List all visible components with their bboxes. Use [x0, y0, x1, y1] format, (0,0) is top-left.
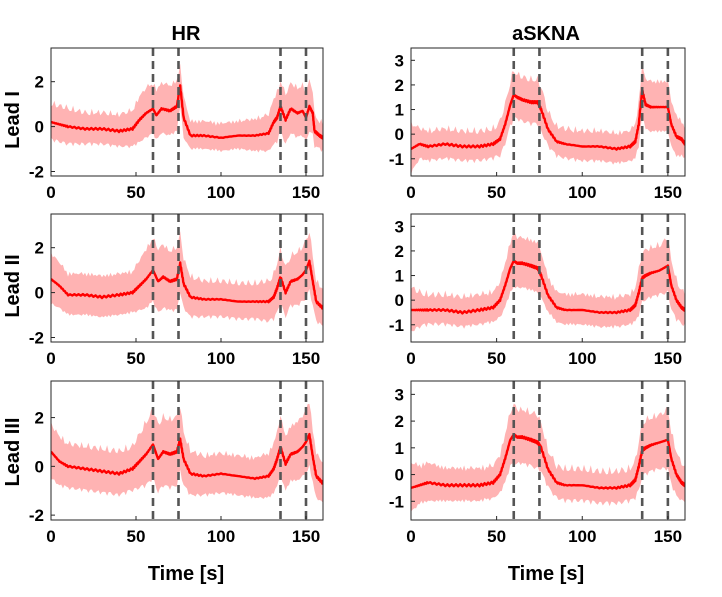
- y-tick-label: 3: [395, 217, 404, 236]
- x-tick-label: 150: [654, 349, 682, 368]
- x-tick-label: 50: [487, 527, 506, 546]
- y-tick-label: 2: [35, 73, 44, 92]
- plot-area-hr-lead-2: [51, 231, 323, 327]
- axes-frame: [50, 213, 324, 343]
- axes-frame: [50, 47, 324, 177]
- x-tick-label: 50: [127, 183, 146, 202]
- y-tick-label: 1: [395, 267, 404, 286]
- x-tick-label: 100: [207, 349, 235, 368]
- y-tick-label: 2: [35, 239, 44, 258]
- x-tick-label: 150: [292, 349, 320, 368]
- y-tick-label: 2: [35, 409, 44, 428]
- x-axis-label-hr: Time [s]: [148, 563, 224, 585]
- y-tick-label: -1: [389, 150, 404, 169]
- y-tick-label: 2: [395, 242, 404, 261]
- mean-line-0: [51, 259, 323, 310]
- row-label-lead-2: Lead II: [2, 254, 24, 317]
- y-tick-label: 1: [395, 101, 404, 120]
- axes-frame: [410, 380, 686, 521]
- y-tick-label: -2: [29, 506, 44, 525]
- panel-hr-lead-1: 0 50 100 150-202: [29, 47, 324, 202]
- y-tick-label: -1: [389, 316, 404, 335]
- x-tick-label: 0: [46, 183, 55, 202]
- axes-frame: [50, 380, 324, 521]
- row-label-lead-3: Lead III: [2, 418, 24, 487]
- x-tick-label: 100: [568, 349, 596, 368]
- column-title-hr: HR: [172, 23, 201, 45]
- x-tick-label: 150: [654, 183, 682, 202]
- x-tick-label: 150: [292, 183, 320, 202]
- x-tick-label: 50: [487, 349, 506, 368]
- x-tick-label: 100: [568, 527, 596, 546]
- panel-hr-lead-3: 0 50 100 150-202: [29, 380, 324, 546]
- axes-frame: [410, 213, 686, 343]
- mean-line-0: [51, 84, 323, 140]
- y-tick-label: 3: [395, 385, 404, 404]
- x-tick-label: 100: [207, 527, 235, 546]
- y-tick-label: 3: [395, 51, 404, 70]
- mean-line-0: [411, 89, 685, 151]
- plot-area-askna-lead-1: [411, 63, 685, 175]
- x-tick-label: 100: [568, 183, 596, 202]
- x-tick-label: 0: [46, 349, 55, 368]
- mean-line-0: [411, 259, 685, 315]
- mean-line-0: [411, 433, 685, 490]
- x-axis-label-askna: Time [s]: [508, 563, 584, 585]
- x-tick-label: 0: [406, 349, 415, 368]
- plot-area-hr-lead-1: [51, 63, 323, 153]
- y-tick-label: 0: [35, 457, 44, 476]
- y-tick-label: 0: [395, 291, 404, 310]
- x-tick-label: 0: [406, 183, 415, 202]
- y-tick-label: 2: [395, 76, 404, 95]
- plot-area-askna-lead-3: [411, 403, 685, 512]
- axes-frame: [410, 47, 686, 177]
- y-tick-label: 2: [395, 412, 404, 431]
- y-tick-label: 0: [395, 466, 404, 485]
- row-label-lead-1: Lead I: [2, 91, 24, 149]
- y-tick-label: 0: [35, 118, 44, 137]
- plot-area-askna-lead-2: [411, 233, 685, 332]
- y-tick-label: -2: [29, 163, 44, 182]
- x-tick-label: 50: [127, 349, 146, 368]
- std-band-0: [411, 63, 685, 175]
- x-tick-label: 0: [406, 527, 415, 546]
- y-tick-label: 0: [395, 125, 404, 144]
- x-tick-label: 50: [487, 183, 506, 202]
- x-tick-label: 150: [292, 527, 320, 546]
- column-title-askna: aSKNA: [512, 23, 580, 45]
- x-tick-label: 50: [127, 527, 146, 546]
- std-band-0: [411, 233, 685, 332]
- y-tick-label: -2: [29, 329, 44, 348]
- panel-hr-lead-2: 0 50 100 150-202: [29, 213, 324, 368]
- y-tick-label: -1: [389, 492, 404, 511]
- x-tick-label: 0: [46, 527, 55, 546]
- y-tick-label: 1: [395, 439, 404, 458]
- x-tick-label: 150: [654, 527, 682, 546]
- plot-area-hr-lead-3: [51, 403, 323, 503]
- std-band-0: [411, 403, 685, 512]
- mean-line-0: [51, 432, 323, 485]
- y-tick-label: 0: [35, 284, 44, 303]
- x-tick-label: 100: [207, 183, 235, 202]
